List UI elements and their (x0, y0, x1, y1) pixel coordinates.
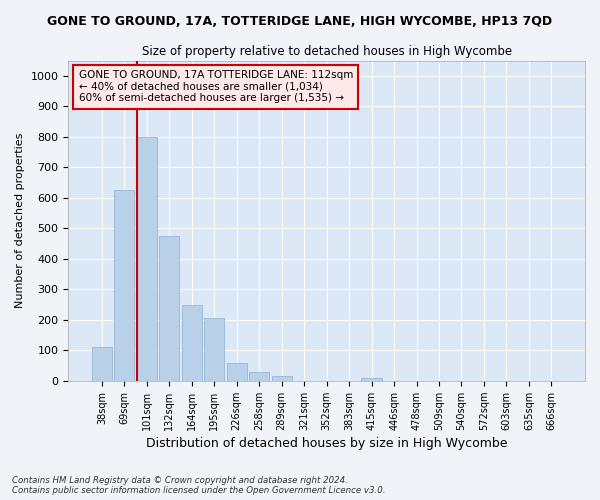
Bar (272, 376, 292, 381)
Title: Size of property relative to detached houses in High Wycombe: Size of property relative to detached ho… (142, 45, 512, 58)
Bar (361, 378, 382, 381)
X-axis label: Distribution of detached houses by size in High Wycombe: Distribution of detached houses by size … (146, 437, 508, 450)
Bar (204, 318, 224, 381)
Bar (182, 304, 202, 381)
Y-axis label: Number of detached properties: Number of detached properties (15, 133, 25, 308)
Bar (159, 236, 179, 381)
Text: GONE TO GROUND, 17A, TOTTERIDGE LANE, HIGH WYCOMBE, HP13 7QD: GONE TO GROUND, 17A, TOTTERIDGE LANE, HI… (47, 15, 553, 28)
Bar (249, 372, 269, 381)
Text: Contains HM Land Registry data © Crown copyright and database right 2024.
Contai: Contains HM Land Registry data © Crown c… (12, 476, 386, 495)
Text: GONE TO GROUND, 17A TOTTERIDGE LANE: 112sqm
← 40% of detached houses are smaller: GONE TO GROUND, 17A TOTTERIDGE LANE: 112… (79, 70, 353, 103)
Bar (114, 190, 134, 381)
Bar (92, 348, 112, 381)
Bar (137, 137, 157, 381)
Bar (227, 362, 247, 381)
